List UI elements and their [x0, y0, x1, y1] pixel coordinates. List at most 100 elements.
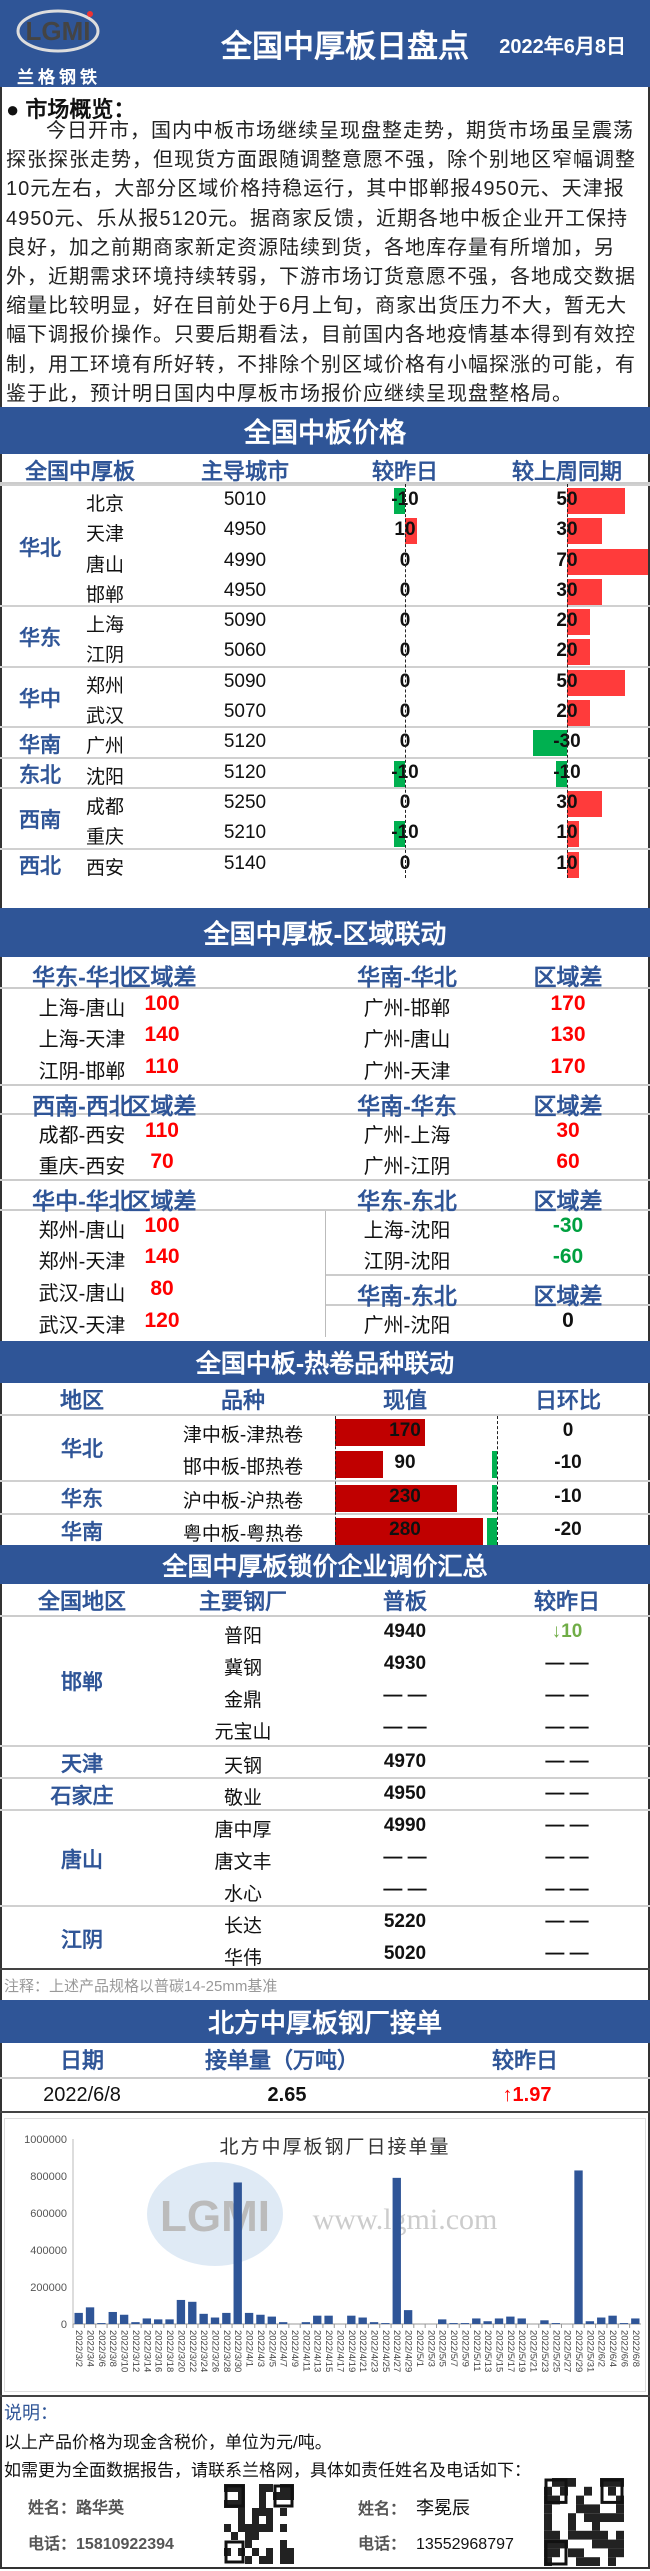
qr-finder	[224, 2484, 245, 2508]
diff-header: 区域差	[533, 1092, 603, 1119]
price-value: 5070	[223, 701, 267, 723]
orders-table-header: 日期 接单量（万吨） 较昨日	[0, 2043, 650, 2079]
x-tick-label: 2022/3/26	[209, 2330, 220, 2372]
bar	[233, 2182, 242, 2324]
current-value: 170	[389, 1420, 421, 1441]
region-label: 华北	[61, 1438, 103, 1462]
qr-module	[238, 2524, 245, 2532]
bar	[517, 2318, 526, 2324]
pair-header: 华南-华北	[357, 964, 457, 990]
table-row: 粤中板-粤热卷 280 -20	[0, 1515, 650, 1547]
x-tick-label: 2022/4/13	[312, 2330, 323, 2372]
table-row: 重庆 5210 -10 10	[0, 819, 650, 849]
city-name: 郑州	[86, 675, 125, 697]
region-label: 华东	[19, 627, 61, 651]
city-name: 西安	[86, 857, 125, 879]
qr-module	[600, 2478, 608, 2487]
x-tick-label: 2022/4/19	[346, 2330, 357, 2372]
price-value: 4990	[223, 549, 267, 571]
table-row: 唐文丰 — — — —	[0, 1843, 650, 1875]
hotcoil-section-title: 全国中板-热卷品种联动	[0, 1341, 650, 1383]
price-value: 4930	[383, 1653, 427, 1674]
value-bar	[335, 1517, 484, 1545]
diff-header: 区域差	[127, 1187, 197, 1214]
qr-module	[224, 2524, 231, 2532]
qr-module	[584, 2486, 592, 2496]
diff-value: 170	[550, 991, 586, 1015]
city-name: 天津	[86, 524, 125, 546]
table-row: 冀钢 4930 — —	[0, 1649, 650, 1681]
orders-row: 2022/6/8 2.65 ↑1.97	[0, 2079, 650, 2113]
qr-module	[252, 2524, 259, 2532]
qr-module	[584, 2504, 592, 2514]
name-label: 姓名：	[358, 2501, 407, 2518]
qr-module	[287, 2556, 294, 2564]
diff-value: 0	[562, 1308, 574, 1332]
qr-module	[616, 2495, 624, 2505]
value-bar	[335, 1485, 457, 1513]
table-row: 唐山 4990 0 70	[0, 547, 650, 577]
mill-name: 冀钢	[223, 1658, 263, 1679]
table-row: 武汉-唐山 80	[0, 1274, 325, 1306]
qr-module	[552, 2530, 560, 2540]
price-section-title: 全国中板价格	[0, 407, 650, 454]
diff-value: 110	[145, 1118, 179, 1142]
watermark-logo-text: LGMI	[160, 2192, 270, 2241]
table-row: 华伟 5020 — —	[0, 1939, 650, 1971]
region-group: 东北 沈阳 5120 -10 -10	[0, 756, 650, 788]
hotcoil-table-header: 地区 品种 现值 日环比	[0, 1383, 650, 1416]
change-value: — —	[545, 1879, 589, 1900]
bar	[244, 2312, 254, 2324]
price-value: 5090	[223, 610, 267, 632]
x-tick-label: 2022/5/31	[584, 2330, 595, 2372]
table-row: 天钢 4970 — —	[0, 1747, 650, 1779]
qr-module	[568, 2522, 576, 2531]
qr-module	[560, 2486, 568, 2496]
page-header: LGMI 兰格钢铁 全国中厚板日盘点 2022年6月8日	[0, 0, 650, 87]
x-tick-label: 2022/4/3	[255, 2330, 266, 2367]
mill-name: 普阳	[223, 1626, 263, 1647]
y-tick-label: 800000	[30, 2171, 67, 2183]
qr-module	[616, 2530, 624, 2540]
qr-finder	[224, 2540, 245, 2564]
x-tick-label: 2022/4/11	[300, 2330, 311, 2372]
table-row: 北京 5010 -10 50	[0, 486, 650, 516]
table-row: 元宝山 — — — —	[0, 1713, 650, 1745]
qr-module	[544, 2557, 552, 2566]
x-tick-label: 2022/3/6	[96, 2330, 107, 2367]
table-row: 上海-唐山 100	[0, 989, 325, 1021]
qr-finder	[544, 2478, 568, 2504]
qr-module	[552, 2539, 560, 2549]
pair-name: 郑州-唐山	[38, 1219, 126, 1242]
qr-module	[616, 2513, 624, 2522]
pair-header: 华中-华北	[32, 1187, 132, 1214]
mill-name: 水心	[223, 1884, 263, 1905]
qr-module	[280, 2556, 287, 2564]
bar	[381, 2323, 390, 2324]
qr-module	[608, 2548, 616, 2558]
x-tick-label: 2022/3/28	[221, 2330, 232, 2372]
qr-module	[568, 2530, 576, 2540]
diff-value: 100	[144, 1213, 180, 1237]
qr-module	[576, 2495, 584, 2505]
qr-module	[552, 2548, 560, 2558]
x-tick-label: 2022/3/4	[85, 2330, 96, 2367]
qr-module	[568, 2478, 576, 2487]
qr-module	[584, 2513, 592, 2522]
change-value: — —	[545, 1685, 589, 1706]
y-tick-label: 200000	[30, 2282, 67, 2294]
qr-module	[266, 2548, 273, 2556]
x-tick-label: 2022/3/14	[141, 2330, 152, 2372]
qr-module	[576, 2504, 584, 2514]
mills-note: 注释：上述产品规格以普碳14-25mm基准	[0, 1968, 650, 2000]
x-tick-label: 2022/6/4	[607, 2330, 618, 2367]
x-tick-label: 2022/5/13	[482, 2330, 493, 2372]
x-tick-label: 2022/4/27	[391, 2330, 402, 2372]
region-group: 华北 北京 5010 -10 50 天津 4950 10 30 唐山 4990 0 70 邯郸 4950 0 3…	[0, 484, 650, 606]
table-row: 邯中板-邯热卷 90 -10	[0, 1448, 650, 1480]
overview-heading: ● 市场概览：	[6, 92, 135, 124]
col-header: 现值	[382, 1388, 428, 1413]
price-value: 5060	[223, 640, 267, 662]
qr-code-1	[224, 2484, 294, 2564]
city-name: 沈阳	[86, 766, 125, 788]
